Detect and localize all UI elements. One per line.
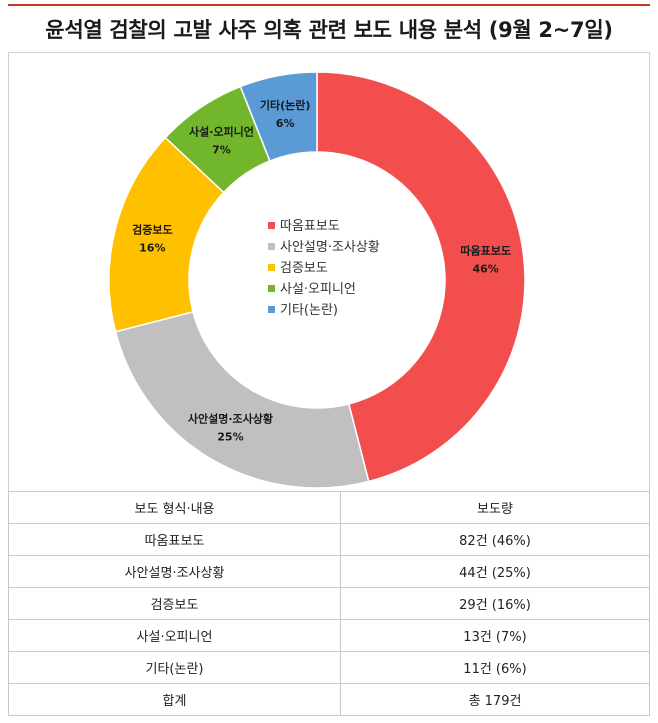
legend-label: 사설·오피니언: [280, 282, 356, 297]
donut-slice: [239, 71, 318, 162]
cell-amount: 29건 (16%): [340, 587, 650, 620]
slice-percent-label: 25%: [217, 430, 243, 443]
top-rule: [8, 4, 650, 6]
header-cell-type: 보도 형식·내용: [8, 491, 341, 524]
table-row: 기타(논란) 11건 (6%): [8, 651, 650, 684]
cell-amount: 13건 (7%): [340, 619, 650, 652]
cell-amount: 44건 (25%): [340, 555, 650, 588]
slice-percent-label: 6%: [276, 117, 295, 130]
legend-label: 사안설명·조사상황: [280, 240, 380, 255]
slice-name-label: 검증보도: [132, 224, 172, 237]
slice-percent-label: 46%: [472, 263, 498, 276]
table-row: 검증보도 29건 (16%): [8, 587, 650, 620]
legend-swatch: [268, 306, 275, 313]
slice-name-label: 사안설명·조사상황: [188, 411, 273, 425]
legend-swatch: [268, 222, 275, 229]
table-row: 사설·오피니언 13건 (7%): [8, 619, 650, 652]
legend-label: 따옴표보도: [280, 219, 340, 234]
slice-name-label: 따옴표보도: [460, 244, 511, 258]
cell-type: 사설·오피니언: [8, 619, 341, 652]
chart-title: 윤석열 검찰의 고발 사주 의혹 관련 보도 내용 분석 (9월 2~7일): [45, 18, 613, 42]
donut-slice: [316, 71, 526, 483]
legend-label: 기타(논란): [280, 303, 338, 318]
table-row-total: 합계 총 179건: [8, 683, 650, 716]
legend-swatch: [268, 264, 275, 271]
chart-area: [8, 52, 650, 492]
table-header-row: 보도 형식·내용 보도량: [8, 491, 650, 524]
slice-name-label: 기타(논란): [260, 98, 311, 112]
legend-label: 검증보도: [280, 261, 328, 276]
cell-type: 따옴표보도: [8, 523, 341, 556]
cell-amount: 82건 (46%): [340, 523, 650, 556]
legend-swatch: [268, 243, 275, 250]
cell-type: 사안설명·조사상황: [8, 555, 341, 588]
cell-type: 검증보도: [8, 587, 341, 620]
cell-amount: 총 179건: [340, 683, 650, 716]
slice-percent-label: 16%: [139, 242, 165, 255]
donut-slice: [114, 310, 370, 489]
table-row: 사안설명·조사상황 44건 (25%): [8, 555, 650, 588]
slice-percent-label: 7%: [212, 143, 231, 156]
header-cell-amount: 보도량: [340, 491, 650, 524]
cell-amount: 11건 (6%): [340, 651, 650, 684]
legend-swatch: [268, 285, 275, 292]
slice-name-label: 사설·오피니언: [189, 124, 254, 138]
table-row: 따옴표보도 82건 (46%): [8, 523, 650, 556]
cell-type: 합계: [8, 683, 341, 716]
donut-chart: 따옴표보도 46% 사안설명·조사상황 25% 검증보도 16% 사설·오피니언 7% 기타(논…: [108, 71, 526, 489]
cell-type: 기타(논란): [8, 651, 341, 684]
data-table: 보도 형식·내용 보도량 따옴표보도 82건 (46%) 사안설명·조사상황 4…: [8, 491, 650, 716]
